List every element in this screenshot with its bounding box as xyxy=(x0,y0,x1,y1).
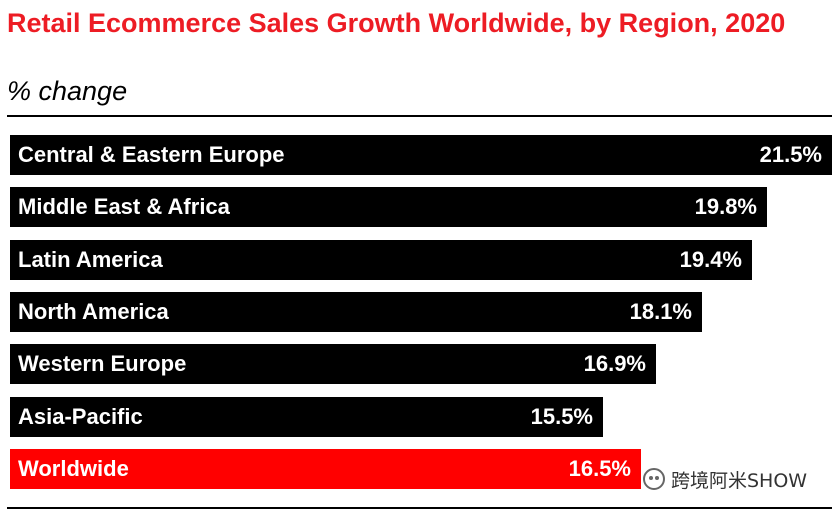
bar-value-label: 16.9% xyxy=(583,351,646,376)
bar-3: North America 18.1% xyxy=(10,292,702,332)
bar-2: Latin America 19.4% xyxy=(10,240,752,280)
bar-value-label: 15.5% xyxy=(530,404,593,429)
bar-value-label: 16.5% xyxy=(568,456,631,481)
bar-6: Worldwide 16.5% xyxy=(10,449,641,489)
bar-label: North America xyxy=(18,299,169,324)
watermark-text: 跨境阿米SHOW xyxy=(671,469,808,492)
wechat-icon xyxy=(643,468,665,490)
chart-subtitle: % change xyxy=(7,76,128,106)
top-divider xyxy=(7,115,832,117)
bar-4: Western Europe 16.9% xyxy=(10,344,656,384)
watermark: 跨境阿米SHOW xyxy=(643,465,807,493)
bar-label: Asia-Pacific xyxy=(18,404,143,429)
bottom-divider xyxy=(7,507,832,509)
bar-value-label: 18.1% xyxy=(629,299,692,324)
bar-label: Central & Eastern Europe xyxy=(18,142,285,167)
bar-1: Middle East & Africa 19.8% xyxy=(10,187,767,227)
bar-label: Middle East & Africa xyxy=(18,194,230,219)
chart-title: Retail Ecommerce Sales Growth Worldwide,… xyxy=(7,8,786,38)
bar-value-label: 19.8% xyxy=(694,194,757,219)
bar-5: Asia-Pacific 15.5% xyxy=(10,397,603,437)
bar-label: Western Europe xyxy=(18,351,187,376)
bar-value-label: 21.5% xyxy=(759,142,822,167)
bar-0: Central & Eastern Europe 21.5% xyxy=(10,135,832,175)
bar-value-label: 19.4% xyxy=(679,247,742,272)
bar-label: Worldwide xyxy=(18,456,129,481)
bar-label: Latin America xyxy=(18,247,163,272)
